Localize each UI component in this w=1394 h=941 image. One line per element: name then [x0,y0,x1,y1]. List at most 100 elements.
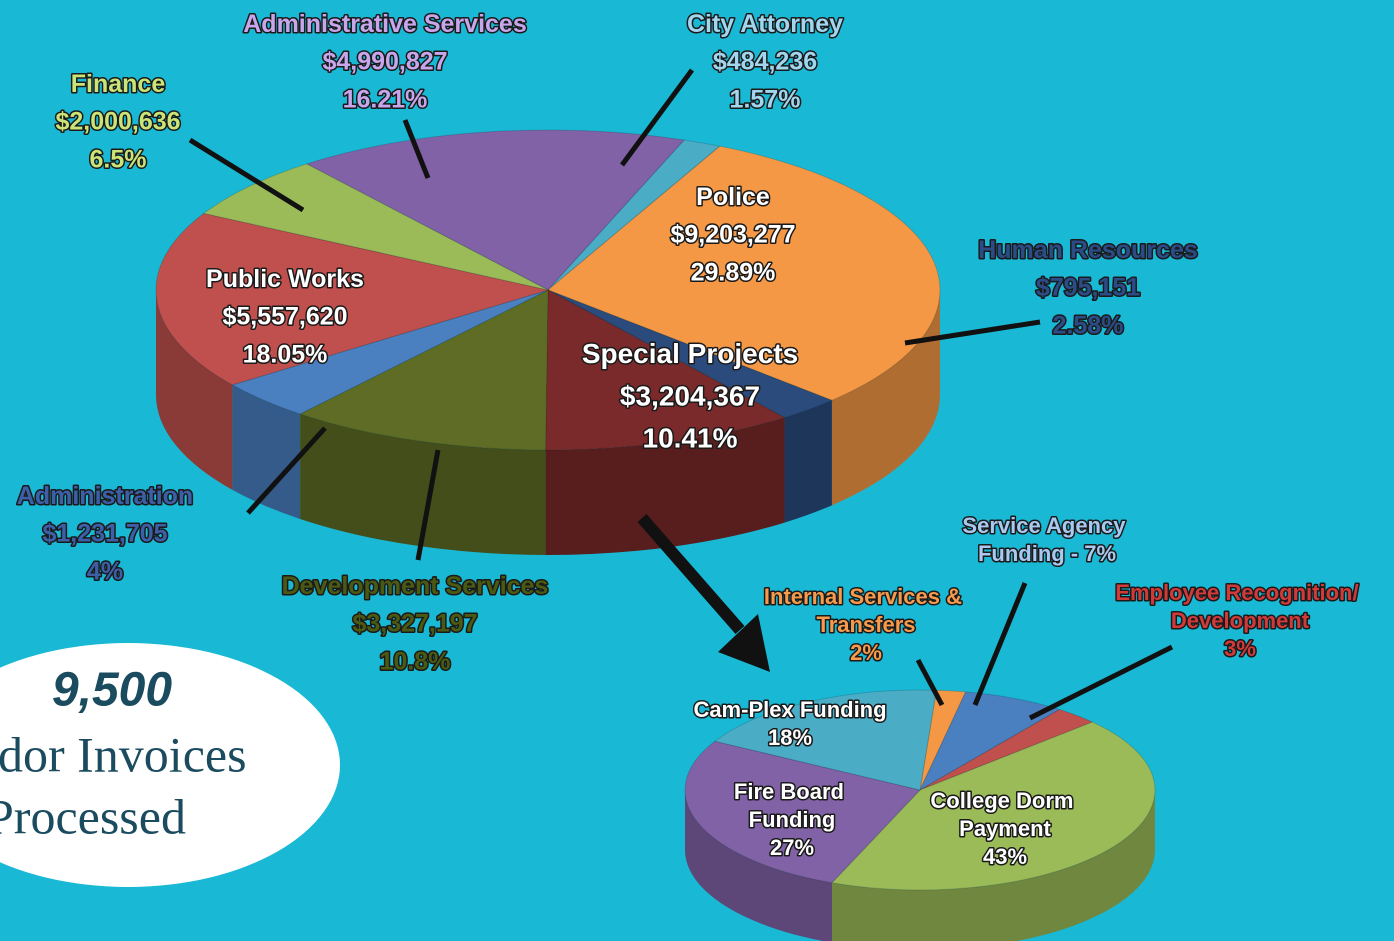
pie-slice [830,721,1156,891]
percent-label: 29.89% [691,259,776,287]
pie-slice [305,129,686,291]
percent-label: 4% [87,558,123,586]
percent-label: 10.41% [643,422,738,453]
label-line: Administration [17,482,193,510]
pie-slice [155,212,550,386]
label-line: Fire Board [734,779,850,804]
label-line: Funding - 7% [978,541,1116,566]
amount-label: $5,557,620 [222,303,347,331]
pie-slice [713,689,937,791]
pie-side [300,413,546,555]
percent-label: 43% [983,844,1027,869]
percent-label: 16.21% [343,86,428,114]
label-line: Service Agency [962,513,1131,538]
pie-slice [202,163,549,291]
pie [684,689,1156,941]
slice-label: Administration [17,482,193,510]
percent-label: 18% [768,725,812,750]
label-line: Development [1171,608,1310,633]
percent-label: 10.8% [380,648,451,676]
slice-label: Finance [71,70,166,98]
slice-label: Human Resources [978,236,1198,264]
amount-label: $2,000,636 [55,108,180,136]
pie-side [784,400,832,523]
pie-slice [545,289,786,451]
label-line: Finance [71,70,166,98]
label-line: Public Works [206,265,364,293]
callout-line: Processed [0,788,186,844]
percent-label: 3% [1224,636,1256,661]
percent-label: 2% [850,640,882,665]
callout-bubble [0,643,340,887]
callout-number: 9,500 [52,664,172,717]
amount-label: $4,990,827 [322,48,447,76]
percent-label: 1.57% [730,86,801,114]
percent-label: 18.05% [243,341,328,369]
leader-line [972,582,1028,706]
amount-label: $3,327,197 [352,610,477,638]
pie-slice [919,708,1094,791]
label-line: College Dorm [930,788,1079,813]
pie-slice [547,145,941,401]
leader-line [1028,644,1174,721]
slice-label: Fire Board Funding [734,779,850,832]
pie-slice [684,740,921,884]
slice-label: Police [696,183,770,211]
slice-label: Public Works [206,265,364,293]
arrow-head [718,614,770,672]
slice-label: Development Services [282,572,549,600]
leader-line [915,658,945,707]
pie-slice [231,289,549,415]
pie-slice [918,691,1061,792]
amount-label: $795,151 [1036,274,1140,302]
label-line: Funding [749,807,836,832]
slice-label: College Dorm Payment [930,788,1079,841]
arrow-shaft [637,514,745,634]
pie-slice [547,289,834,419]
amount-label: $3,204,367 [620,380,760,411]
leader-line [619,68,695,167]
label-line: Cam-Plex Funding [693,697,886,722]
pie-slice [298,289,549,451]
label-line: City Attorney [687,10,843,38]
leader-line [246,426,327,515]
label-line: Police [696,183,770,211]
label-line: Special Projects [582,338,798,369]
leader-line [402,119,431,179]
percent-label: 2.58% [1053,312,1124,340]
label-line: Development Services [282,572,549,600]
leader-line [188,137,305,213]
pie [155,129,941,555]
pie-slice [547,139,721,291]
pies: Administrative Services $4,990,827 16.21% C… [15,8,1366,941]
pie-side [831,290,940,506]
amount-label: $1,231,705 [42,520,167,548]
slice-label: Internal Services & Transfers [764,584,968,637]
pie-side [685,790,832,941]
slice-label: Cam-Plex Funding [693,697,886,722]
slice-label: City Attorney [687,10,843,38]
leader-line [415,449,441,561]
pie-side [831,790,1155,941]
label-line: Payment [959,816,1051,841]
pie-side [156,290,233,490]
label-line: Internal Services & [764,584,968,609]
slice-label: Administrative Services [243,10,526,38]
slice-label: Service Agency Funding - 7% [962,513,1131,566]
pie-side [232,384,301,519]
percent-label: 6.5% [90,146,147,174]
leader-line [904,319,1041,346]
label-line: Human Resources [978,236,1198,264]
callout-line: dor Invoices [0,726,247,782]
slice-label: Employee Recognition/ Development [1115,580,1364,633]
label-line: Employee Recognition/ [1115,580,1364,605]
amount-label: $484,236 [713,48,817,76]
pie-side [545,417,785,555]
label-line: Transfers [816,612,915,637]
amount-label: $9,203,277 [670,221,795,249]
label-line: Administrative Services [243,10,526,38]
percent-label: 27% [770,835,814,860]
slice-label: Special Projects [582,338,798,369]
